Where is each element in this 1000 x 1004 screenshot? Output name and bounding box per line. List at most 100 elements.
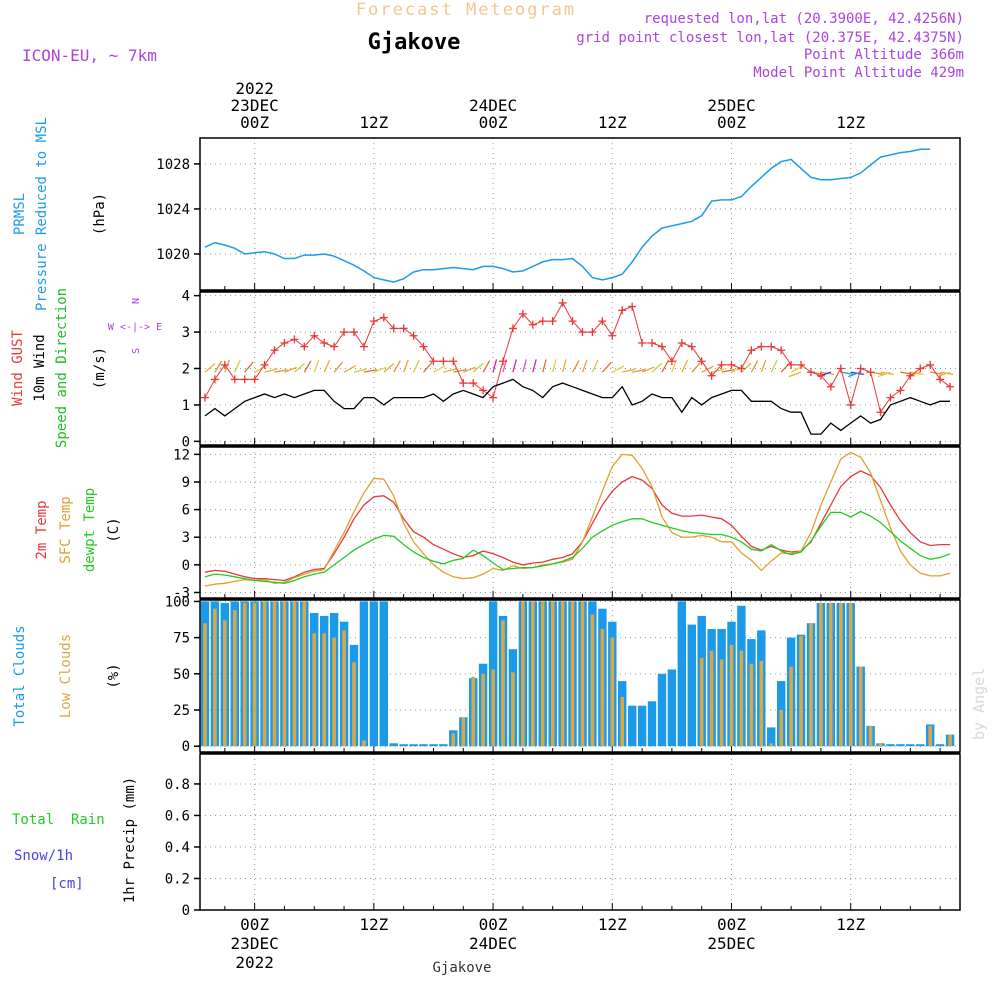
y-tick-label: 0 xyxy=(182,434,190,450)
wind-direction-arrow xyxy=(877,371,891,378)
low-cloud-bar xyxy=(928,725,932,747)
low-cloud-bar xyxy=(352,662,356,747)
low-cloud-bar xyxy=(252,602,257,747)
total-cloud-bar xyxy=(399,744,408,747)
gust-marker xyxy=(687,342,696,351)
wind-direction-arrow xyxy=(900,371,914,376)
low-cloud-bar xyxy=(749,663,754,747)
total-cloud-bar xyxy=(359,601,369,747)
total-cloud-bar xyxy=(657,673,667,747)
y-tick-label: 6 xyxy=(182,503,190,519)
wind-direction-arrow xyxy=(244,361,254,373)
low-cloud-bar xyxy=(699,657,704,747)
wind-direction-arrow xyxy=(571,360,580,373)
gust-marker xyxy=(806,368,815,377)
wind-direction-arrow xyxy=(750,360,759,373)
time-label-top: 12Z xyxy=(359,113,388,132)
wind-direction-arrow xyxy=(661,360,669,373)
time-label-bottom: 00Z xyxy=(479,915,508,934)
panel-precipitation: 0 0.2 0.4 0.6 0.8 xyxy=(165,753,961,919)
gust-marker xyxy=(379,313,388,322)
wind-direction-arrow xyxy=(303,360,312,373)
panel-wind: 0 1 2 3 4 xyxy=(182,289,961,450)
location-title: Gjakove xyxy=(368,30,461,55)
wind-direction-arrow xyxy=(552,359,557,373)
low-cloud-bar xyxy=(719,659,724,747)
low-cloud-bar xyxy=(799,636,803,747)
gust-marker xyxy=(300,342,309,351)
dewpt-line xyxy=(204,510,951,584)
wind-direction-arrow xyxy=(204,363,216,373)
low-cloud-bar xyxy=(233,610,237,747)
low-cloud-bar xyxy=(272,601,277,747)
clouds-unit: (%) xyxy=(106,663,122,688)
total-cloud-bar xyxy=(369,601,379,747)
y-tick-label: 0.6 xyxy=(165,808,190,824)
low-cloud-bar xyxy=(858,666,863,747)
gust-marker xyxy=(926,360,935,369)
pressure-line xyxy=(204,148,931,283)
low-cloud-bar xyxy=(332,637,336,747)
y-tick-label: 50 xyxy=(173,667,190,683)
gust-marker xyxy=(399,324,408,333)
gust-marker xyxy=(876,408,885,417)
y-tick-label: 0 xyxy=(182,558,190,574)
time-label-bottom: 23DEC xyxy=(231,934,279,953)
total-cloud-bar xyxy=(637,705,647,747)
low-cloud-bar xyxy=(709,650,714,747)
wind-direction-arrow xyxy=(413,359,420,373)
low-cloud-bar xyxy=(451,733,456,747)
gust-marker xyxy=(727,360,736,369)
gust-marker xyxy=(349,328,358,337)
gust-marker xyxy=(260,360,269,369)
point-altitude: Point Altitude 366m xyxy=(804,47,964,63)
low-cloud-bar xyxy=(868,725,873,747)
wind-10m-label: 10m Wind xyxy=(32,334,48,401)
gust-marker xyxy=(787,360,796,369)
total-cloud-bar xyxy=(886,744,895,747)
sfc-temp-label: SFC Temp xyxy=(58,496,74,563)
total-cloud-bar xyxy=(935,744,945,747)
low-cloud-bar xyxy=(292,601,297,747)
gust-marker xyxy=(459,379,468,388)
gust-marker xyxy=(598,317,607,326)
panel-frame xyxy=(199,753,961,911)
total-cloud-bar xyxy=(677,601,686,747)
low-cloud-bar xyxy=(948,734,952,747)
gust-marker xyxy=(866,368,875,377)
low-cloud-bar xyxy=(769,743,773,747)
gust-marker xyxy=(280,339,289,347)
low-cloud-bar xyxy=(848,602,853,747)
wind-direction-arrow xyxy=(651,362,663,373)
gust-marker xyxy=(946,382,955,391)
low-cloud-bar xyxy=(809,623,813,747)
gust-marker xyxy=(250,375,259,384)
grid-point-coords: grid point closest lon,lat (20.375E, 42.… xyxy=(576,30,964,46)
low-cloud-bar xyxy=(282,601,287,747)
y-tick-label: 12 xyxy=(173,447,190,463)
low-cloud-bar xyxy=(829,602,833,747)
time-label-top: 12Z xyxy=(836,113,865,132)
model-altitude: Model Point Altitude 429m xyxy=(753,65,964,81)
wind-direction-arrow xyxy=(284,366,297,373)
wind-direction-arrow xyxy=(691,361,702,373)
low-cloud-bar xyxy=(481,673,485,747)
gust-marker xyxy=(479,386,488,395)
total-cloud-bar xyxy=(896,744,905,747)
time-label-bottom: 25DEC xyxy=(707,934,755,953)
wind-gust-label: Wind GUST xyxy=(10,330,26,406)
gust-marker xyxy=(638,339,647,347)
gust-marker xyxy=(816,371,825,380)
y-tick-label: 1028 xyxy=(156,157,190,173)
low-clouds-label: Low Clouds xyxy=(58,634,74,718)
gust-marker xyxy=(717,360,726,369)
time-label-bottom: 12Z xyxy=(836,915,865,934)
low-cloud-bar xyxy=(322,633,326,747)
wind-direction-arrow xyxy=(930,371,944,376)
low-cloud-bar xyxy=(560,601,565,747)
y-tick-label: 3 xyxy=(182,325,190,341)
gust-marker xyxy=(508,324,517,333)
pressure-unit: (hPa) xyxy=(92,193,108,235)
wind-direction-arrow xyxy=(840,371,854,376)
gust-marker xyxy=(330,342,339,351)
